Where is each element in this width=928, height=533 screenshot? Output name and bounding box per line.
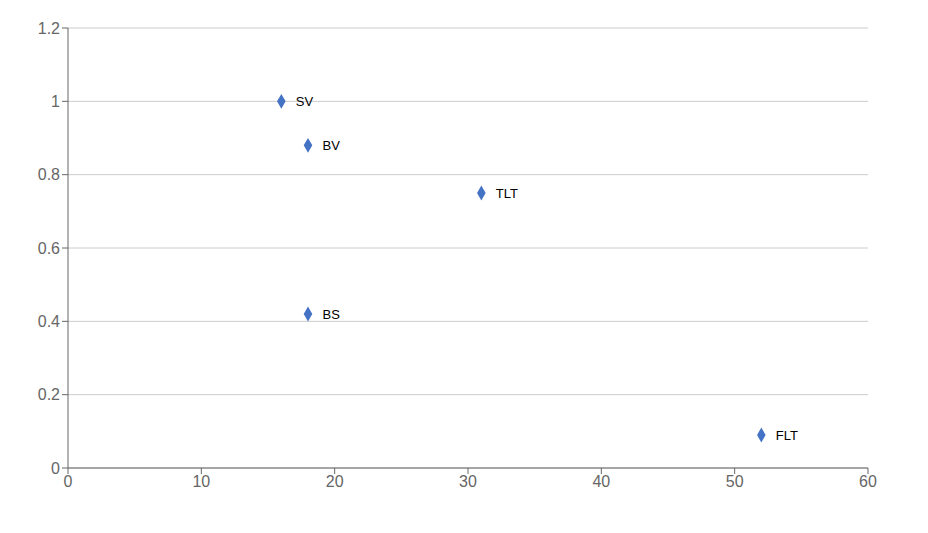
svg-text:30: 30 [459, 473, 477, 490]
svg-text:10: 10 [192, 473, 210, 490]
svg-text:FLT: FLT [776, 428, 798, 443]
svg-text:0.8: 0.8 [38, 166, 60, 183]
svg-text:BS: BS [323, 307, 341, 322]
svg-text:50: 50 [726, 473, 744, 490]
svg-text:60: 60 [859, 473, 877, 490]
svg-text:20: 20 [326, 473, 344, 490]
svg-text:1.2: 1.2 [38, 20, 60, 37]
svg-text:0.4: 0.4 [38, 313, 60, 330]
svg-text:1: 1 [51, 93, 60, 110]
svg-text:0: 0 [51, 460, 60, 477]
svg-text:40: 40 [592, 473, 610, 490]
svg-text:BV: BV [323, 138, 341, 153]
svg-text:0.6: 0.6 [38, 240, 60, 257]
svg-text:0: 0 [64, 473, 73, 490]
svg-text:TLT: TLT [496, 186, 518, 201]
svg-text:0.2: 0.2 [38, 386, 60, 403]
svg-text:SV: SV [296, 94, 314, 109]
